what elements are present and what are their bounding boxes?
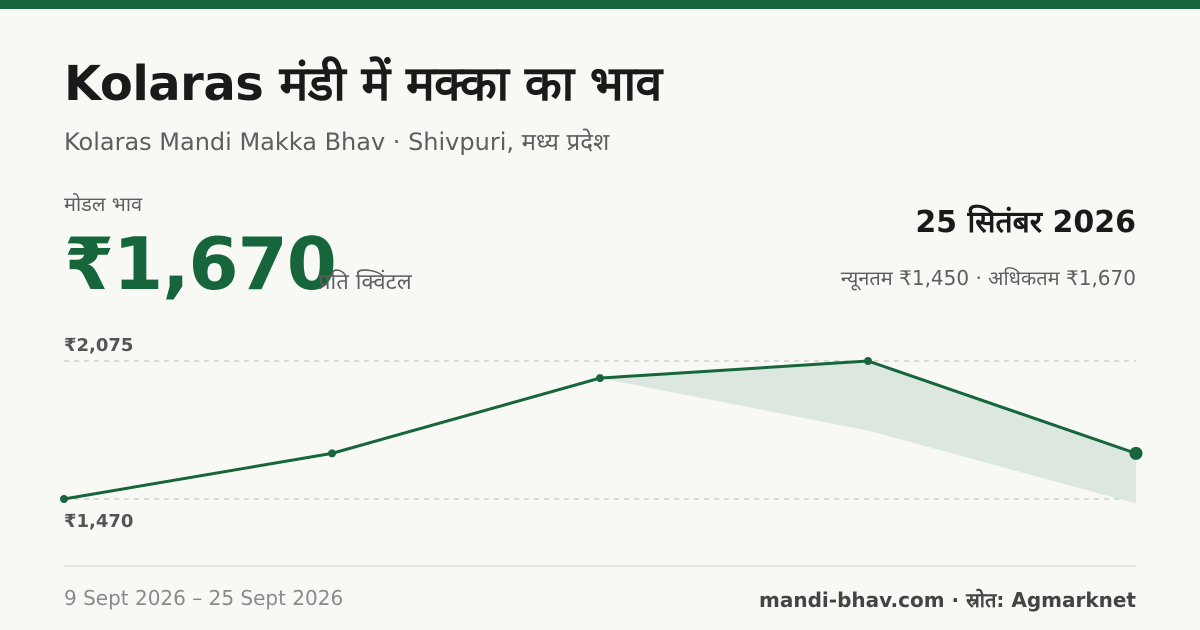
data-point-5 [1129,446,1143,460]
data-point-2 [328,449,336,458]
price-trend-chart: ₹2,075 ₹1,470 [60,335,1143,532]
data-point-1 [60,495,68,503]
ytick-label-bottom: ₹1,470 [64,511,133,532]
model-price-value: ₹1,670 [64,222,337,306]
footer-date-range: 9 Sept 2026 – 25 Sept 2026 [64,586,344,610]
data-point-4 [864,357,872,365]
page-subtitle: Kolaras Mandi Makka Bhav · Shivpuri, मध्… [64,128,610,156]
model-price-label: मोडल भाव [64,192,143,216]
min-max-range: न्यूनतम ₹1,450 · अधिकतम ₹1,670 [840,266,1136,290]
ytick-label-top: ₹2,075 [64,335,133,356]
data-points [60,357,1143,503]
page-title: Kolaras मंडी में मक्का का भाव [64,56,662,112]
data-point-3 [596,374,604,383]
footer-divider [64,565,1136,567]
price-unit: प्रति क्विंटल [318,270,412,295]
footer-source: mandi-bhav.com · स्रोत: Agmarknet [759,588,1136,612]
top-accent-bar [0,0,1200,9]
min-max-band [600,361,1136,504]
price-date: 25 सितंबर 2026 [915,205,1136,240]
